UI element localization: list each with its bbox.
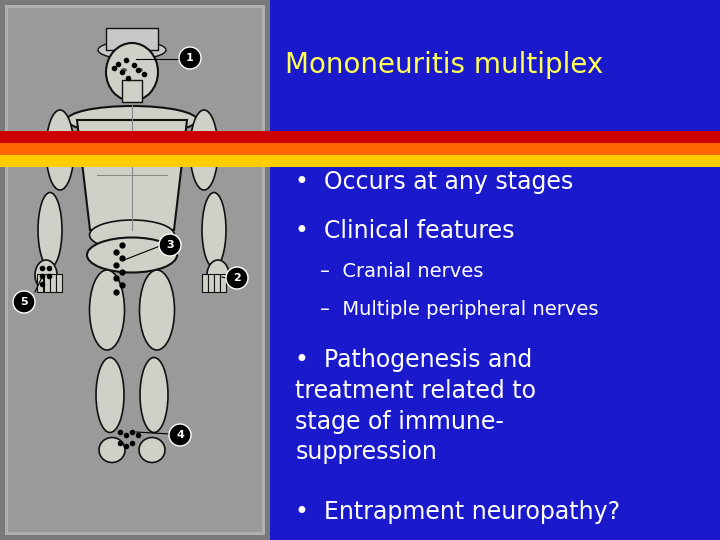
Ellipse shape xyxy=(67,106,197,134)
Bar xyxy=(106,28,158,50)
Bar xyxy=(0,155,720,167)
Bar xyxy=(56,274,62,292)
Bar xyxy=(50,274,56,292)
Text: •  Occurs at any stages: • Occurs at any stages xyxy=(295,170,573,194)
Ellipse shape xyxy=(38,192,62,267)
Ellipse shape xyxy=(46,110,74,190)
Ellipse shape xyxy=(121,68,127,72)
Text: •  Entrapment neuropathy?: • Entrapment neuropathy? xyxy=(295,500,621,523)
Ellipse shape xyxy=(89,220,174,250)
Ellipse shape xyxy=(137,68,143,72)
Bar xyxy=(5,5,265,535)
Text: Mononeuritis multiplex: Mononeuritis multiplex xyxy=(285,51,603,79)
Ellipse shape xyxy=(89,270,125,350)
Text: 4: 4 xyxy=(176,430,184,440)
Ellipse shape xyxy=(207,260,229,290)
Ellipse shape xyxy=(98,41,166,59)
Text: 1: 1 xyxy=(186,53,194,63)
Ellipse shape xyxy=(35,260,57,290)
Bar xyxy=(0,143,720,155)
Bar xyxy=(208,274,214,292)
Text: –  Multiple peripheral nerves: – Multiple peripheral nerves xyxy=(320,300,599,319)
Circle shape xyxy=(226,267,248,289)
Ellipse shape xyxy=(99,437,125,462)
Ellipse shape xyxy=(139,437,165,462)
Bar xyxy=(0,131,720,143)
Ellipse shape xyxy=(87,238,177,273)
Polygon shape xyxy=(77,120,187,230)
Text: •  Pathogenesis and
treatment related to
stage of immune-
suppression: • Pathogenesis and treatment related to … xyxy=(295,348,536,464)
Bar xyxy=(44,274,50,292)
Ellipse shape xyxy=(140,357,168,433)
Bar xyxy=(202,274,208,292)
Text: –  Cranial nerves: – Cranial nerves xyxy=(320,262,484,281)
Text: 3: 3 xyxy=(166,240,174,250)
Text: •  Clinical features: • Clinical features xyxy=(295,219,515,242)
Bar xyxy=(220,274,226,292)
Bar xyxy=(8,8,262,532)
Ellipse shape xyxy=(96,357,124,433)
Circle shape xyxy=(13,291,35,313)
Bar xyxy=(37,274,43,292)
Bar xyxy=(122,80,142,102)
Bar xyxy=(214,274,220,292)
Circle shape xyxy=(179,47,201,69)
Ellipse shape xyxy=(190,110,218,190)
Text: 5: 5 xyxy=(20,297,28,307)
Circle shape xyxy=(159,234,181,256)
Ellipse shape xyxy=(140,270,174,350)
Ellipse shape xyxy=(106,43,158,101)
Ellipse shape xyxy=(202,192,226,267)
Text: 2: 2 xyxy=(233,273,241,283)
Circle shape xyxy=(169,424,191,446)
Bar xyxy=(0,0,270,540)
